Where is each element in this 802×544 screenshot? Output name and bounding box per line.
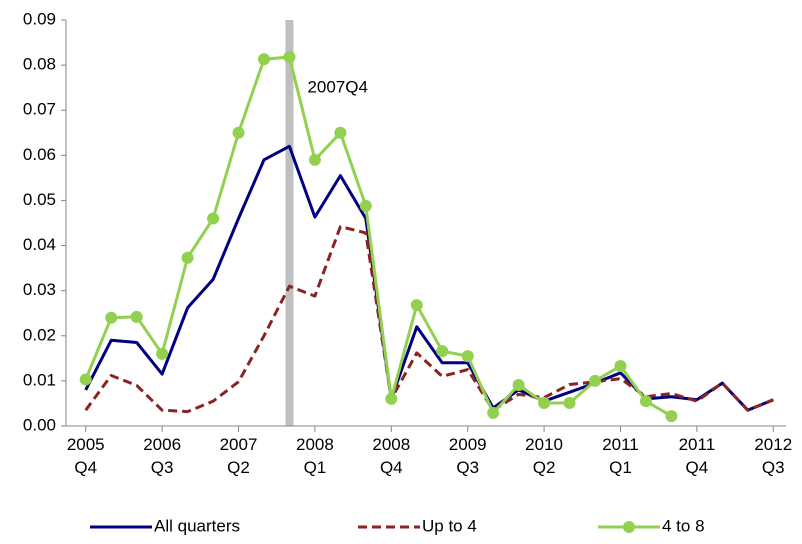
series-marker <box>257 53 270 66</box>
series-marker <box>538 396 551 409</box>
x-tick-label: 2010 Q2 <box>525 435 563 477</box>
series-line <box>84 225 774 414</box>
x-tick-label: 2006 Q3 <box>143 435 181 477</box>
series-marker <box>563 396 576 409</box>
x-tick-label: 2011 Q1 <box>602 435 639 477</box>
y-tick-label: 0.08 <box>23 55 56 74</box>
legend-label: 4 to 8 <box>662 516 705 535</box>
y-tick-label: 0.06 <box>23 145 56 164</box>
y-tick-label: 0.02 <box>23 325 56 344</box>
y-tick-label: 0.05 <box>23 190 56 209</box>
series-marker <box>334 126 347 139</box>
series-marker <box>105 311 118 324</box>
series-marker <box>410 299 423 312</box>
x-tick-label: 2012 Q3 <box>754 435 792 477</box>
x-tick-label: 2008 Q1 <box>296 435 334 477</box>
y-tick-label: 0.00 <box>23 415 56 434</box>
series-marker <box>181 251 194 264</box>
series-marker <box>283 50 296 63</box>
series-marker <box>385 392 398 405</box>
highlight-band <box>285 20 294 426</box>
y-tick-label: 0.09 <box>23 9 56 28</box>
series-marker <box>79 373 92 386</box>
series-marker <box>436 345 449 358</box>
series-marker <box>589 374 602 387</box>
legend-label: All quarters <box>154 516 240 535</box>
annotation: 2007Q4 <box>307 77 368 96</box>
x-tick-label: 2009 Q3 <box>449 435 487 477</box>
series-marker <box>207 212 220 225</box>
x-tick-label: 2005 Q4 <box>67 435 105 477</box>
series-line <box>84 55 673 418</box>
series-marker <box>461 350 474 363</box>
series-marker <box>487 406 500 419</box>
x-tick-label: 2007 Q2 <box>220 435 258 477</box>
x-tick-label: 2011 Q4 <box>679 435 716 477</box>
series-marker <box>614 360 627 373</box>
series-marker <box>156 347 169 360</box>
y-tick-label: 0.03 <box>23 280 56 299</box>
legend-label: Up to 4 <box>422 516 477 535</box>
y-tick-label: 0.07 <box>23 100 56 119</box>
series-marker <box>665 410 678 423</box>
series-marker <box>308 153 321 166</box>
series-marker <box>639 395 652 408</box>
series-marker <box>130 310 143 323</box>
series-marker <box>512 378 525 391</box>
x-tick-label: 2008 Q4 <box>372 435 410 477</box>
legend-marker <box>623 521 635 533</box>
series-marker <box>232 126 245 139</box>
y-tick-label: 0.04 <box>23 235 56 254</box>
series-marker <box>359 199 372 212</box>
series-line <box>84 144 774 412</box>
y-tick-label: 0.01 <box>23 370 56 389</box>
